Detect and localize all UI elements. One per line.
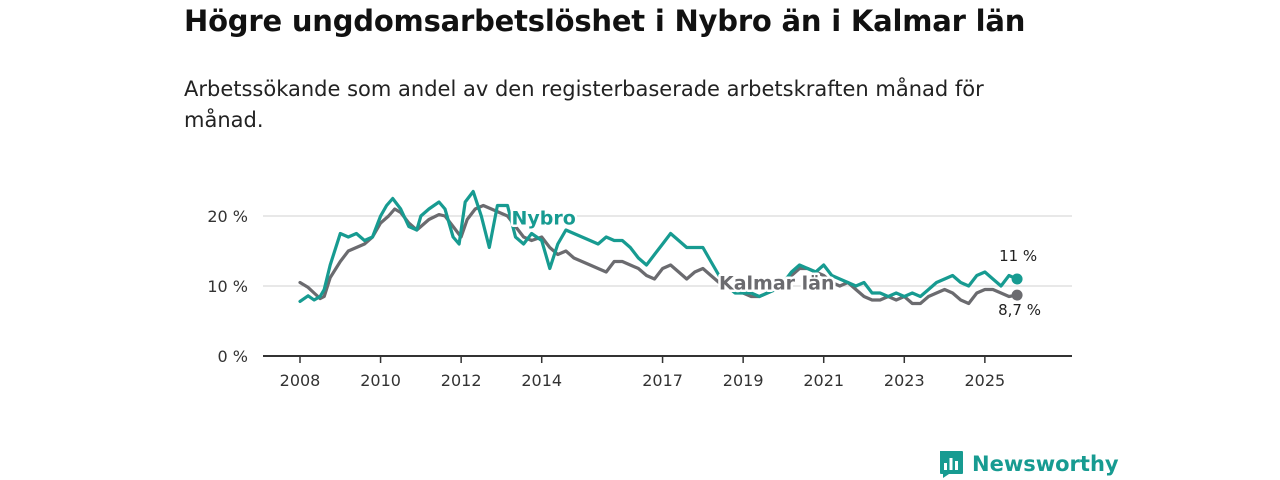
series-label-nybro: Nybro <box>512 207 576 229</box>
x-tick-label: 2023 <box>884 371 925 390</box>
series-labels: Nybro Kalmar län 11 % 8,7 % <box>509 205 1043 321</box>
end-point-nybro <box>1011 273 1023 285</box>
series-lines <box>298 189 1023 306</box>
x-tick-label: 2014 <box>521 371 562 390</box>
x-tick-label: 2008 <box>280 371 321 390</box>
x-tick-label: 2019 <box>723 371 764 390</box>
x-tick-label: 2021 <box>803 371 844 390</box>
y-axis-ticks: 0 % 10 % 20 % <box>207 207 248 366</box>
chart-title: Högre ungdomsarbetslöshet i Nybro än i K… <box>184 4 1026 38</box>
y-tick-label: 10 % <box>207 277 248 296</box>
end-label-kalmar: 8,7 % <box>998 301 1041 319</box>
x-tick-label: 2010 <box>360 371 401 390</box>
series-line-kalmar-län <box>298 203 1019 306</box>
newsworthy-logo: Newsworthy <box>938 449 1119 479</box>
x-axis-ticks: 2008 2010 2012 2014 2017 2019 2021 2023 2025 <box>280 356 1005 390</box>
brand-name: Newsworthy <box>972 452 1119 476</box>
bar-chart-icon <box>940 451 963 478</box>
x-tick-label: 2017 <box>642 371 683 390</box>
end-label-nybro: 11 % <box>999 247 1037 265</box>
gridlines <box>263 215 1072 357</box>
x-tick-label: 2012 <box>441 371 482 390</box>
series-label-kalmar: Kalmar län <box>719 273 835 295</box>
series-line-nybro <box>298 189 1019 303</box>
end-point-kalmar-län <box>1011 289 1023 301</box>
chart-subtitle: Arbetssökande som andel av den registerb… <box>184 77 984 132</box>
y-tick-label: 20 % <box>207 207 248 226</box>
y-tick-label: 0 % <box>218 347 248 366</box>
x-tick-label: 2025 <box>964 371 1005 390</box>
